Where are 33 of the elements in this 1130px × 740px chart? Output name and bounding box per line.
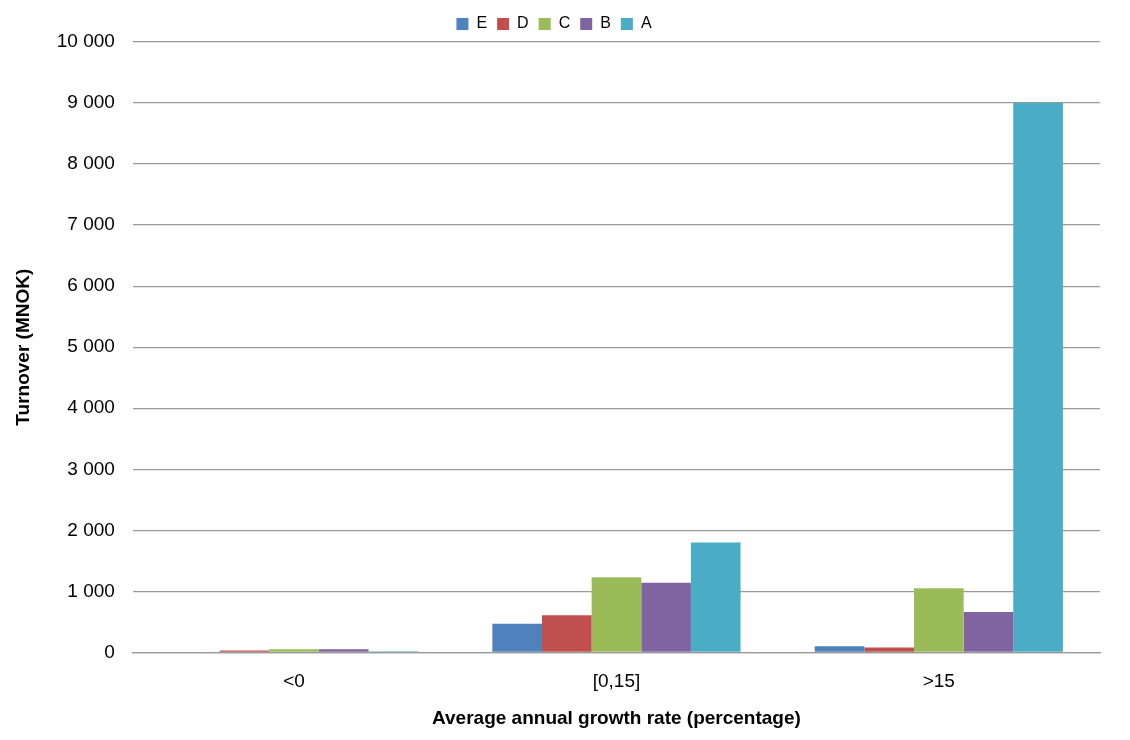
- bar: [1013, 103, 1063, 652]
- legend-label: B: [600, 14, 611, 32]
- y-tick-label: 6 000: [67, 274, 115, 296]
- y-tick-label: 4 000: [67, 396, 115, 418]
- y-tick-label: 3 000: [67, 457, 115, 479]
- y-tick-label: 5 000: [67, 335, 115, 357]
- x-tick-label: <0: [283, 670, 305, 692]
- y-tick-label: 8 000: [67, 152, 115, 174]
- bar: [914, 588, 964, 652]
- y-tick-label: 10 000: [56, 30, 115, 52]
- y-tick-label: 0: [104, 640, 115, 662]
- bar: [492, 623, 542, 652]
- y-tick-label: 2 000: [67, 518, 115, 540]
- legend-label: E: [476, 14, 488, 32]
- y-tick-label: 1 000: [67, 579, 115, 601]
- y-tick-label: 9 000: [67, 91, 115, 113]
- x-tick-label: [0,15]: [592, 670, 641, 692]
- bar: [541, 615, 592, 652]
- legend-label: C: [558, 14, 571, 32]
- bar: [269, 649, 319, 652]
- y-tick-label: 7 000: [67, 213, 115, 235]
- legend-label: D: [517, 14, 529, 32]
- x-tick-label: >15: [922, 670, 955, 692]
- bar: [690, 542, 741, 652]
- bar: [641, 582, 691, 652]
- y-axis-title: Turnover (MNOK): [11, 268, 33, 426]
- bar: [864, 647, 914, 652]
- legend-label: A: [640, 14, 652, 32]
- bar: [591, 577, 642, 652]
- bar: [318, 649, 369, 652]
- bar: [814, 646, 865, 652]
- bar: [963, 612, 1014, 652]
- x-axis-title: Average annual growth rate (percentage): [432, 706, 801, 728]
